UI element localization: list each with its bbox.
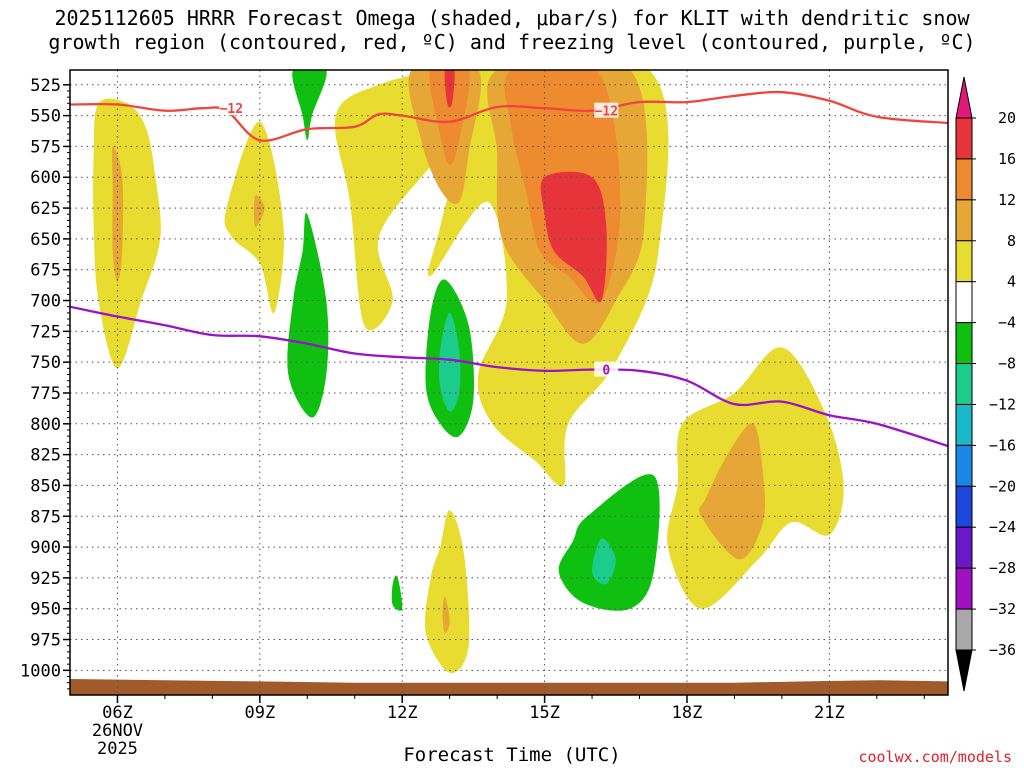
y-tick-label-700: 700 xyxy=(30,292,61,312)
y-tick-label-925: 925 xyxy=(30,569,61,589)
x-tick-label-18Z: 18Z xyxy=(672,703,703,723)
omega-region-4-0 xyxy=(292,70,327,141)
x-tick-label-15Z: 15Z xyxy=(529,703,560,723)
x-tick-label-09Z: 09Z xyxy=(244,703,275,723)
colorbar-label-8: −16 xyxy=(989,436,1016,454)
grid-layer xyxy=(70,70,948,695)
omega-region-5-1 xyxy=(592,538,616,585)
colorbar-swatch-4 xyxy=(955,281,973,324)
y-tick-label-675: 675 xyxy=(30,261,61,281)
omega-region-4-1 xyxy=(287,212,329,418)
colorbar-swatch-6 xyxy=(955,363,973,405)
y-tick-label-575: 575 xyxy=(30,137,61,157)
colorbar-label-5: −4 xyxy=(998,314,1016,332)
y-tick-label-525: 525 xyxy=(30,76,61,96)
colorbar-swatch-2 xyxy=(955,199,973,242)
contour-label-1-0: 0 xyxy=(602,364,610,379)
x-tick-label-06Z: 06Z xyxy=(102,703,133,723)
y-tick-label-600: 600 xyxy=(30,168,61,188)
colorbar-swatch-1 xyxy=(955,158,973,201)
x-tick-label-12Z: 12Z xyxy=(387,703,418,723)
contour-label-0-1: −12 xyxy=(595,105,618,120)
colorbar-label-0: 20 xyxy=(998,109,1016,127)
y-tick-label-850: 850 xyxy=(30,476,61,496)
terrain-surface xyxy=(70,679,948,695)
omega-region-4-3 xyxy=(558,474,660,611)
contour-layer: −12 −12 0 xyxy=(70,90,948,448)
colorbar-label-1: 16 xyxy=(998,150,1016,168)
y-tick-label-750: 750 xyxy=(30,353,61,373)
colorbar-swatch-12 xyxy=(955,608,973,651)
colorbar-swatch-10 xyxy=(955,526,973,569)
y-tick-label-775: 775 xyxy=(30,384,61,404)
y-tick-label-625: 625 xyxy=(30,199,61,219)
omega-region-1-5 xyxy=(442,596,450,634)
colorbar-swatch-5 xyxy=(955,322,973,365)
x-tick-sublabel-0: 26NOV xyxy=(92,721,143,741)
y-tick-label-825: 825 xyxy=(30,446,61,466)
colorbar-label-6: −8 xyxy=(998,355,1016,373)
contour-line-1 xyxy=(70,305,948,448)
y-tick-label-1000: 1000 xyxy=(20,661,61,681)
y-tick-label-875: 875 xyxy=(30,507,61,527)
omega-region-3-0 xyxy=(444,70,455,108)
colorbar-label-2: 12 xyxy=(998,191,1016,209)
y-axis: 525 550 575 600 625 650 675 700 725 750 775 800 825 8… xyxy=(20,76,70,690)
colorbar-swatch-11 xyxy=(955,567,973,610)
colorbar-bottom-arrow xyxy=(955,649,973,692)
colorbar-label-9: −20 xyxy=(989,477,1016,495)
colorbar-swatch-8 xyxy=(955,444,973,487)
terrain-layer xyxy=(70,679,948,695)
y-tick-label-650: 650 xyxy=(30,230,61,250)
x-tick-label-21Z: 21Z xyxy=(814,703,845,723)
chart-title-line-1: 2025112605 HRRR Forecast Omega (shaded, … xyxy=(54,6,970,30)
colorbar-swatch-3 xyxy=(955,240,973,283)
y-tick-label-950: 950 xyxy=(30,600,61,620)
omega-region-0-0 xyxy=(93,98,161,369)
omega-region-1-1 xyxy=(253,195,265,227)
y-tick-label-800: 800 xyxy=(30,415,61,435)
omega-region-0-2 xyxy=(334,70,532,331)
x-tick-sublabel-1: 2025 xyxy=(97,739,138,759)
colorbar-top-arrow xyxy=(955,76,973,119)
colorbar-label-12: −32 xyxy=(989,600,1016,618)
y-tick-label-900: 900 xyxy=(30,538,61,558)
y-tick-label-725: 725 xyxy=(30,322,61,342)
plot-frame xyxy=(69,69,949,696)
contour-label-bg-0-0 xyxy=(219,100,244,116)
chart-title-line-2: growth region (contoured, red, ºC) and f… xyxy=(48,30,976,54)
omega-region-2-0 xyxy=(429,70,470,165)
y-tick-label-975: 975 xyxy=(30,631,61,651)
omega-region-0-5 xyxy=(424,510,470,674)
omega-region-1-4 xyxy=(698,423,766,560)
omega-shading-layer xyxy=(93,70,844,674)
colorbar-swatch-9 xyxy=(955,485,973,528)
chart-title: 2025112605 HRRR Forecast Omega (shaded, … xyxy=(0,6,1024,54)
omega-region-4-4 xyxy=(391,575,403,611)
colorbar-swatch-0 xyxy=(955,117,973,160)
contour-label-bg-0-1 xyxy=(594,102,619,118)
colorbar-label-4: 4 xyxy=(1007,273,1016,291)
credit-link[interactable]: coolwx.com/models xyxy=(858,748,1012,766)
colorbar-label-3: 8 xyxy=(1007,232,1016,250)
colorbar: 20 16 12 8 4 −4 −8 −12 −16 −20 −24 −28 −32 −36 xyxy=(955,76,1016,692)
colorbar-label-11: −28 xyxy=(989,559,1016,577)
contour-line-0 xyxy=(70,90,948,142)
y-tick-label-550: 550 xyxy=(30,107,61,127)
colorbar-label-7: −12 xyxy=(989,395,1016,413)
contour-label-0-0: −12 xyxy=(220,102,243,117)
omega-region-3-1 xyxy=(540,171,607,303)
x-axis-title: Forecast Time (UTC) xyxy=(403,744,621,766)
colorbar-swatch-7 xyxy=(955,403,973,446)
colorbar-label-13: −36 xyxy=(989,641,1016,659)
colorbar-label-10: −24 xyxy=(989,518,1016,536)
contour-label-bg-1-0 xyxy=(594,361,619,377)
